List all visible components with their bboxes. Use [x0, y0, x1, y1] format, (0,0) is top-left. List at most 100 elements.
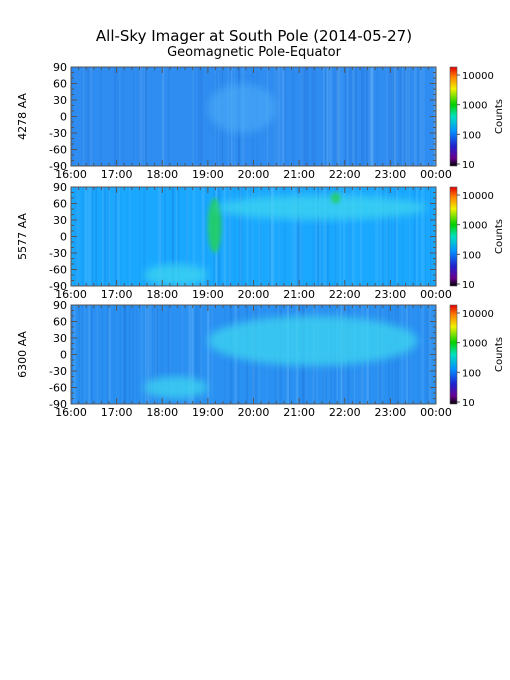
streak	[394, 67, 397, 166]
streak	[270, 187, 274, 286]
streak	[195, 305, 198, 404]
y-tick-label: -60	[49, 144, 67, 157]
streak	[118, 67, 121, 166]
streak	[428, 305, 430, 404]
streak	[192, 187, 195, 286]
streak	[276, 67, 278, 166]
streak	[181, 305, 184, 404]
streak	[405, 305, 408, 404]
streak	[391, 67, 393, 166]
streak	[415, 187, 419, 286]
streak	[175, 187, 178, 286]
colorbar: 10000 1000 100 10 Counts	[449, 304, 505, 409]
streak	[339, 187, 341, 286]
streak	[409, 187, 411, 286]
y-tick-label: -30	[49, 247, 67, 260]
colorbar-tick-label: 10000	[462, 191, 494, 202]
streak	[401, 187, 404, 286]
x-tick-label: 16:00	[55, 168, 87, 181]
streak	[140, 305, 143, 404]
streak	[408, 67, 411, 166]
streak	[419, 187, 420, 286]
streak	[81, 305, 84, 404]
streak	[150, 305, 152, 404]
streak	[414, 67, 417, 166]
y-tick-label: 90	[53, 61, 67, 74]
streak	[143, 67, 145, 166]
emission-feature	[144, 264, 208, 286]
streak	[279, 187, 281, 286]
x-tick-label: 19:00	[192, 288, 224, 301]
streak	[172, 187, 175, 286]
streak	[123, 305, 127, 404]
streak	[291, 67, 295, 166]
streak	[250, 187, 254, 286]
streak	[323, 187, 327, 286]
streak	[188, 305, 191, 404]
streak	[164, 187, 166, 286]
streak	[339, 67, 341, 166]
streak	[337, 67, 340, 166]
streak	[83, 305, 86, 404]
streak	[352, 187, 354, 286]
streak	[95, 187, 98, 286]
streak	[375, 187, 379, 286]
streak	[100, 67, 102, 166]
streak	[83, 67, 85, 166]
streak	[132, 305, 134, 404]
x-tick-label: 21:00	[283, 288, 315, 301]
emission-feature	[207, 316, 418, 366]
streak	[427, 305, 430, 404]
streak	[422, 67, 425, 166]
colorbar-tick-label: 1000	[462, 101, 487, 112]
streak	[354, 187, 356, 286]
y-tick-label: -30	[49, 127, 67, 140]
streak	[91, 67, 92, 166]
x-tick-label: 00:00	[420, 288, 452, 301]
streak	[393, 67, 396, 166]
streak	[103, 187, 105, 286]
streak	[143, 67, 145, 166]
x-tick-label: 20:00	[238, 406, 270, 419]
colorbar-tick-label: 100	[462, 130, 481, 141]
streak	[421, 187, 424, 286]
streak	[186, 187, 189, 286]
streak	[177, 187, 180, 286]
streak	[200, 305, 202, 404]
streak	[316, 187, 319, 286]
streak	[278, 67, 281, 166]
streak	[409, 305, 412, 404]
streak	[399, 67, 402, 166]
streak	[278, 187, 281, 286]
y-tick-label: -90	[49, 398, 67, 411]
streak	[337, 67, 340, 166]
streak	[403, 67, 407, 166]
streak	[405, 67, 408, 166]
streak	[393, 67, 395, 166]
streak	[312, 187, 313, 286]
colorbar-tick-label: 1000	[462, 339, 487, 350]
streak	[346, 67, 349, 166]
streak	[375, 187, 376, 286]
streak	[267, 187, 269, 286]
colorbar-tick-label: 100	[462, 368, 481, 379]
streak	[354, 67, 358, 166]
streak	[402, 67, 404, 166]
streak	[144, 187, 146, 286]
streak	[371, 67, 373, 166]
colorbar-gradient	[449, 186, 458, 287]
x-tick-label: 17:00	[101, 406, 133, 419]
streak	[114, 187, 116, 286]
streak	[425, 305, 427, 404]
y-tick-label: 60	[53, 316, 67, 329]
x-tick-label: 23:00	[375, 288, 407, 301]
streak	[409, 187, 410, 286]
colorbar-gradient	[449, 66, 458, 167]
streak	[365, 67, 369, 166]
streak	[333, 67, 335, 166]
streak	[376, 67, 378, 166]
streak	[274, 67, 276, 166]
y-tick-label: 60	[53, 198, 67, 211]
